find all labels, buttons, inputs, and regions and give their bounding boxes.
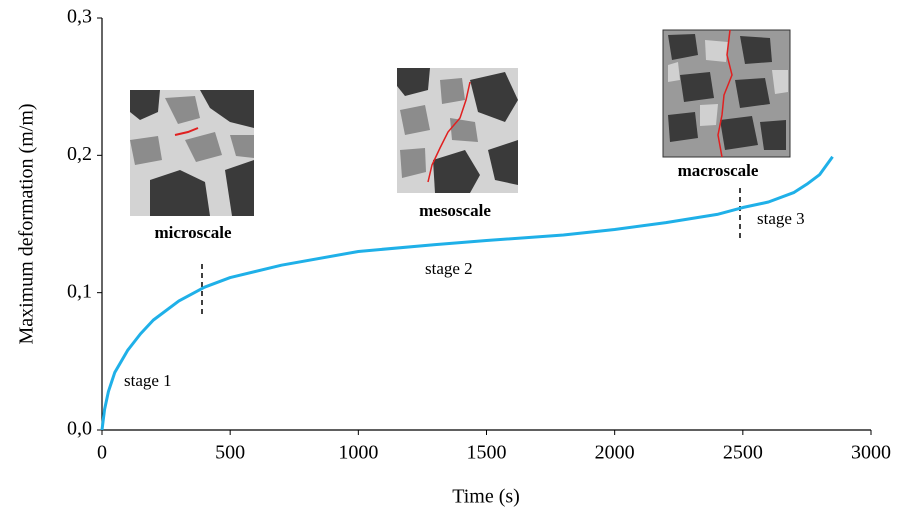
x-tick-label: 1000 [338, 442, 378, 464]
annotation: mesoscale [419, 201, 491, 220]
y-tick-label: 0,1 [67, 280, 92, 302]
chart: Time (s) Maximum deformation (m/m) [0, 0, 900, 514]
x-tick-label: 0 [97, 442, 107, 464]
x-axis-title: Time (s) [452, 486, 520, 508]
annotation: stage 2 [425, 259, 473, 278]
macroscale-image [663, 30, 790, 157]
y-axis-title: Maximum deformation (m/m) [16, 103, 38, 344]
x-tick-label: 500 [215, 442, 245, 464]
annotation: stage 3 [757, 209, 805, 228]
annotation: stage 1 [124, 371, 172, 390]
y-tick-label: 0,2 [67, 143, 92, 165]
y-tick-label: 0,0 [67, 418, 92, 440]
y-tick-label: 0,3 [67, 6, 92, 28]
mesoscale-image [397, 68, 518, 193]
annotation: macroscale [678, 161, 759, 180]
annotation: microscale [154, 223, 232, 242]
x-tick-label: 1500 [467, 442, 507, 464]
x-tick-label: 3000 [851, 442, 891, 464]
x-tick-label: 2500 [723, 442, 763, 464]
microscale-image [130, 90, 254, 216]
x-tick-label: 2000 [595, 442, 635, 464]
